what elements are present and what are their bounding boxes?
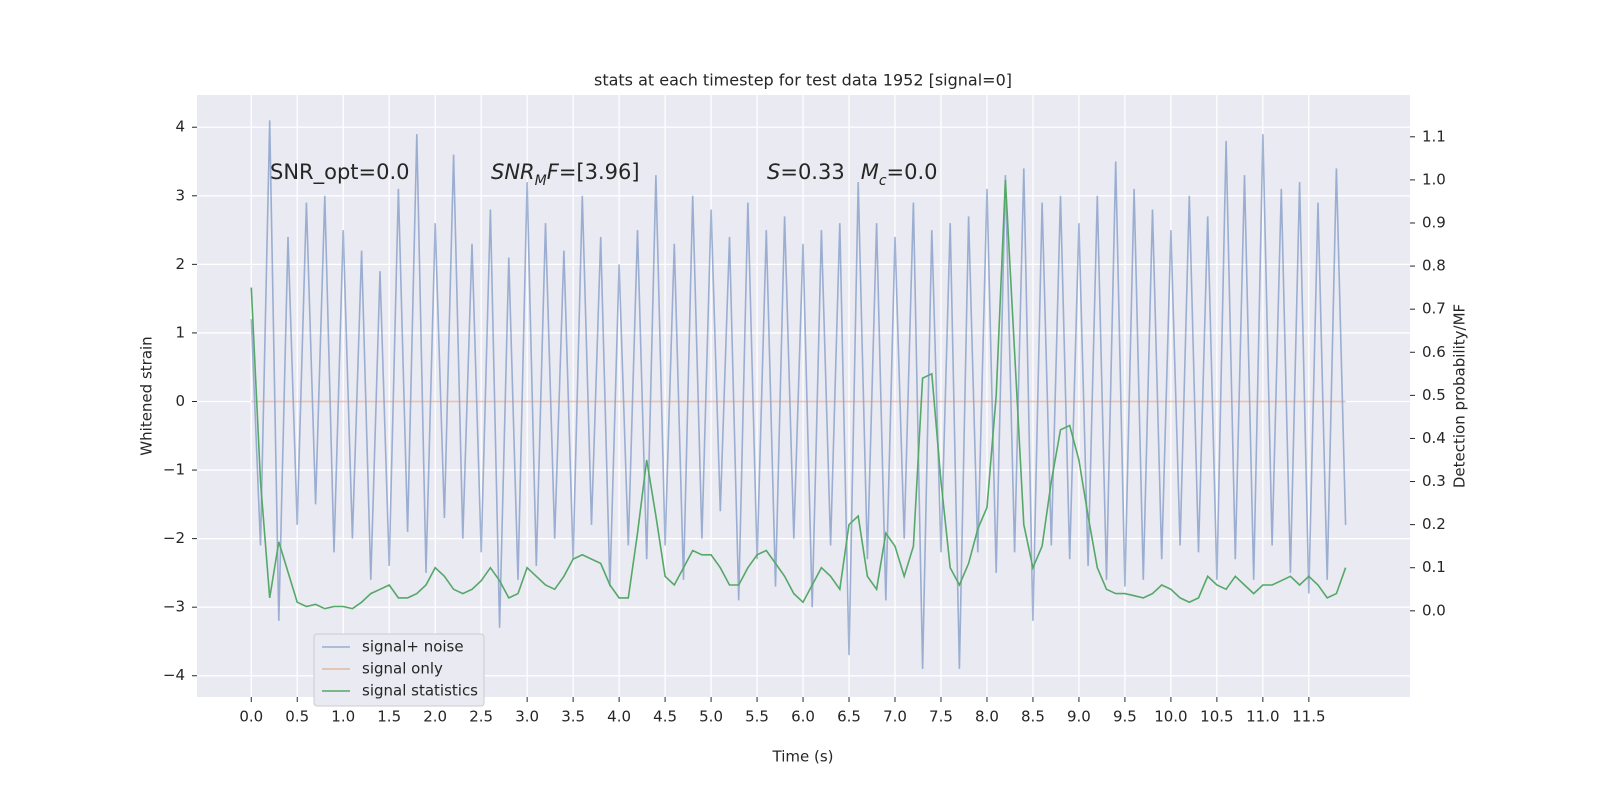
y2-tick-label: 0.3 (1422, 472, 1446, 490)
y2-tick-label: 0.9 (1422, 213, 1446, 231)
x-tick-label: 2.5 (469, 708, 493, 726)
y-tick-label: 4 (175, 118, 185, 136)
annotation-part: =0.0 (887, 160, 938, 184)
annotation: S=0.33 Mc=0.0 (767, 160, 938, 189)
x-tick-label: 3.5 (561, 708, 585, 726)
x-tick-label: 7.5 (929, 708, 953, 726)
y2-tick-label: 0.2 (1422, 515, 1446, 533)
x-tick-label: 5.5 (745, 708, 769, 726)
y2-tick-label: 0.8 (1422, 257, 1446, 275)
x-tick-label: 1.5 (377, 708, 401, 726)
y-tick-label: −3 (163, 598, 185, 616)
x-tick-label: 7.0 (883, 708, 907, 726)
x-tick-label: 4.5 (653, 708, 677, 726)
y-tick-label: −1 (163, 461, 185, 479)
x-tick-label: 9.5 (1113, 708, 1137, 726)
annotation: SNR_opt=0.0 (270, 160, 410, 185)
y2-axis-label: Detection probability/MF (1451, 304, 1469, 488)
x-tick-label: 9.0 (1067, 708, 1091, 726)
y2-tick-label: 0.4 (1422, 429, 1446, 447)
y-tick-label: −4 (163, 666, 185, 684)
y-tick-label: 1 (175, 323, 185, 341)
annotation: SNRMF=[3.96] (491, 160, 640, 189)
legend-label: signal only (362, 660, 443, 678)
annotation-part: M (861, 160, 879, 184)
legend-label: signal statistics (362, 682, 478, 700)
x-tick-label: 11.0 (1246, 708, 1279, 726)
annotation-part: =0.33 (780, 160, 844, 184)
x-tick-label: 3.0 (515, 708, 539, 726)
x-tick-label: 2.0 (423, 708, 447, 726)
y2-tick-label: 0.1 (1422, 558, 1446, 576)
legend-box (313, 633, 485, 707)
x-tick-label: 6.5 (837, 708, 861, 726)
annotation-part: S (767, 160, 780, 184)
y2-tick-label: 0.0 (1422, 601, 1446, 619)
y-tick-label: 3 (175, 186, 185, 204)
y2-tick-label: 1.1 (1422, 127, 1446, 145)
x-tick-label: 4.0 (607, 708, 631, 726)
y2-tick-label: 0.6 (1422, 343, 1446, 361)
x-tick-label: 10.0 (1154, 708, 1187, 726)
annotation-part: M (535, 173, 547, 189)
x-tick-label: 8.0 (975, 708, 999, 726)
x-tick-label: 6.0 (791, 708, 815, 726)
annotation-part: SNR (491, 160, 535, 184)
y-axis-label: Whitened strain (138, 336, 156, 455)
annotation-part: =[3.96] (559, 160, 640, 184)
x-tick-label: 0.0 (239, 708, 263, 726)
annotation-part: F (547, 160, 560, 184)
series-line (250, 179, 1347, 610)
x-tick-label: 5.0 (699, 708, 723, 726)
x-tick-label: 8.5 (1021, 708, 1045, 726)
x-axis-label: Time (s) (772, 748, 834, 766)
x-tick-label: 10.5 (1200, 708, 1233, 726)
series-line (250, 120, 1347, 669)
y-tick-label: 2 (175, 255, 185, 273)
y2-tick-label: 0.5 (1422, 386, 1446, 404)
y-tick-label: −2 (163, 529, 185, 547)
y-tick-label: 0 (175, 392, 185, 410)
y2-tick-label: 0.7 (1422, 300, 1446, 318)
legend-label: signal+ noise (362, 638, 464, 656)
annotation-part: SNR_opt=0.0 (270, 160, 410, 185)
annotation-part: c (879, 173, 887, 189)
x-tick-label: 0.5 (285, 708, 309, 726)
x-tick-label: 1.0 (331, 708, 355, 726)
y2-tick-label: 1.0 (1422, 170, 1446, 188)
x-tick-label: 11.5 (1292, 708, 1325, 726)
chart-title: stats at each timestep for test data 195… (594, 71, 1012, 90)
